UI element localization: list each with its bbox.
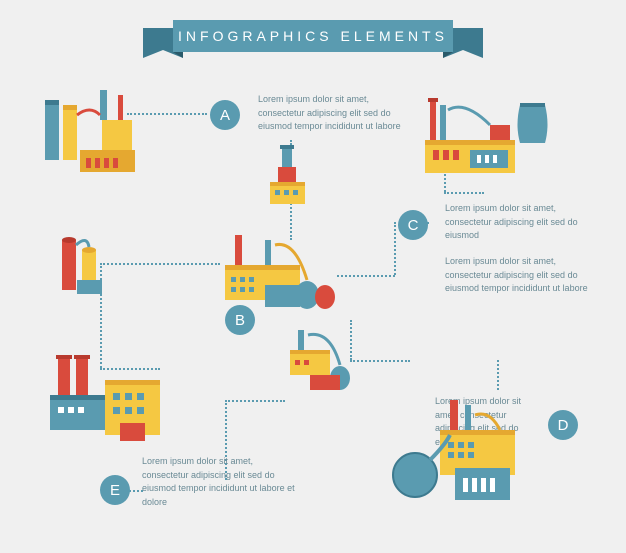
connector-line bbox=[444, 192, 484, 194]
factory-chemical-plant bbox=[225, 235, 340, 320]
factory-sphere-plant bbox=[390, 400, 520, 510]
factory-silos bbox=[40, 90, 135, 180]
badge-e: E bbox=[100, 475, 130, 505]
textblock-c: Lorem ipsum dolor sit amet, consectetur … bbox=[445, 202, 600, 243]
textblock-a: Lorem ipsum dolor sit amet, consectetur … bbox=[258, 93, 418, 134]
connector-line bbox=[225, 400, 285, 402]
title-banner: INFOGRAPHICS ELEMENTS bbox=[143, 20, 483, 62]
textblock-e: Lorem ipsum dolor sit amet, consectetur … bbox=[142, 455, 302, 509]
factory-small-tower bbox=[260, 145, 315, 210]
factory-cooling-plant bbox=[425, 95, 555, 180]
badge-a: A bbox=[210, 100, 240, 130]
connector-line bbox=[350, 360, 410, 362]
title-text: INFOGRAPHICS ELEMENTS bbox=[178, 28, 448, 44]
connector-line bbox=[337, 275, 395, 277]
factory-tanks bbox=[57, 235, 107, 300]
factory-big-factory bbox=[50, 355, 165, 450]
connector-line bbox=[100, 263, 220, 265]
connector-line bbox=[127, 113, 207, 115]
factory-small-plant bbox=[290, 330, 355, 395]
connector-line bbox=[394, 222, 396, 275]
badge-d: D bbox=[548, 410, 578, 440]
textblock-c2: Lorem ipsum dolor sit amet, consectetur … bbox=[445, 255, 600, 296]
connector-line bbox=[497, 360, 499, 390]
badge-c: C bbox=[398, 210, 428, 240]
